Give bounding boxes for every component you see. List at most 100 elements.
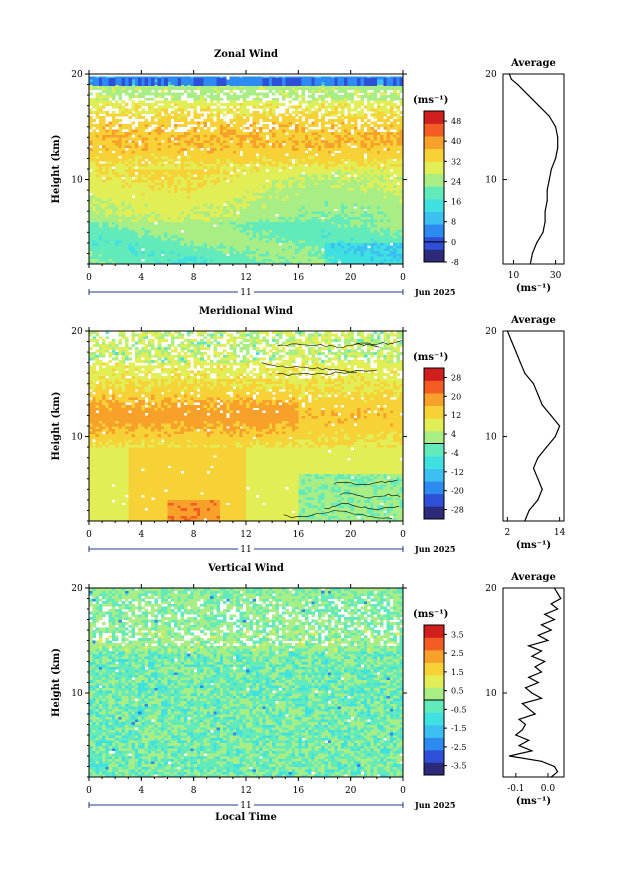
heatmap-cell — [138, 253, 142, 257]
heatmap-cell — [108, 137, 113, 141]
heatmap-cell — [236, 242, 240, 246]
heatmap-cell — [134, 253, 139, 257]
heatmap-cell — [236, 213, 240, 217]
heatmap-cell — [298, 118, 302, 122]
heatmap-cell — [308, 163, 312, 167]
heatmap-cell — [383, 200, 387, 204]
heatmap-cell — [291, 187, 296, 191]
heatmap-cell — [206, 237, 211, 241]
heatmap-cell — [236, 219, 240, 223]
heatmap-cell — [376, 179, 381, 183]
heatmap-cell — [288, 245, 293, 249]
heatmap-cell — [160, 187, 165, 191]
heatmap-cell — [216, 219, 221, 223]
heatmap-cell — [252, 184, 257, 188]
heatmap-cell — [170, 139, 175, 143]
heatmap-cell — [105, 221, 109, 225]
heatmap-cell — [170, 224, 175, 228]
heatmap-cell — [308, 237, 312, 241]
heatmap-cell — [321, 258, 325, 262]
heatmap-cell — [115, 169, 119, 172]
heatmap-cell — [242, 245, 247, 249]
heatmap-cell — [308, 224, 312, 228]
heatmap-cell — [334, 261, 338, 265]
heatmap-cell — [206, 219, 211, 223]
heatmap-cell — [164, 253, 168, 257]
heatmap-cell — [174, 227, 178, 230]
heatmap-cell — [180, 258, 185, 262]
heatmap-cell — [259, 153, 263, 157]
heatmap-cell — [288, 253, 293, 257]
heatmap-cell — [308, 253, 312, 257]
heatmap-cell — [295, 171, 299, 175]
heatmap-cell — [92, 153, 96, 157]
heatmap-cell — [239, 134, 244, 138]
heatmap-cell — [144, 213, 149, 217]
heatmap-cell — [151, 192, 155, 196]
heatmap-cell — [219, 132, 224, 135]
heatmap-cell — [311, 139, 315, 143]
heatmap-cell — [295, 147, 299, 151]
heatmap-cell — [141, 145, 145, 149]
heatmap-cell — [399, 161, 404, 165]
heatmap-cell — [177, 153, 181, 157]
heatmap-cell — [118, 163, 123, 167]
heatmap-cell — [200, 198, 204, 201]
heatmap-cell — [89, 174, 93, 178]
heatmap-cell — [281, 155, 286, 159]
heatmap-cell — [154, 200, 158, 204]
heatmap-cell — [213, 253, 217, 257]
heatmap-cell — [232, 139, 237, 143]
heatmap-cell — [360, 237, 365, 241]
heatmap-cell — [357, 200, 361, 204]
heatmap-cell — [317, 134, 322, 138]
heatmap-cell — [177, 256, 181, 260]
heatmap-cell — [317, 137, 322, 141]
heatmap-cell — [89, 242, 93, 246]
heatmap-cell — [389, 198, 394, 201]
heatmap-cell — [111, 171, 116, 175]
heatmap-cell — [367, 171, 371, 175]
heatmap-cell — [285, 208, 289, 212]
heatmap-cell — [105, 208, 109, 212]
heatmap-cell — [131, 184, 136, 188]
heatmap-cell — [317, 139, 322, 143]
heatmap-cell — [337, 203, 342, 207]
heatmap-cell — [151, 219, 155, 223]
heatmap-cell — [314, 232, 319, 236]
heatmap-cell — [128, 187, 132, 191]
heatmap-cell — [118, 182, 123, 186]
heatmap-cell — [340, 213, 345, 217]
heatmap-cell — [187, 232, 191, 236]
heatmap-cell — [373, 155, 378, 159]
heatmap-cell — [141, 163, 145, 167]
heatmap-cell — [370, 139, 374, 143]
heatmap-cell — [213, 150, 217, 154]
heatmap-cell — [340, 234, 345, 238]
heatmap-cell — [216, 240, 221, 244]
heatmap-cell — [337, 205, 342, 209]
heatmap-cell — [249, 137, 253, 141]
heatmap-cell — [393, 216, 397, 220]
heatmap-cell — [160, 240, 165, 244]
heatmap-cell — [213, 200, 217, 204]
heatmap-cell — [128, 182, 132, 186]
heatmap-cell — [380, 161, 384, 165]
heatmap-cell — [183, 245, 188, 249]
heatmap-cell — [167, 200, 172, 204]
heatmap-cell — [399, 216, 404, 220]
heatmap-cell — [301, 200, 306, 204]
heatmap-cell — [360, 208, 365, 212]
heatmap-cell — [334, 227, 338, 230]
heatmap-cell — [317, 174, 322, 178]
heatmap-cell — [311, 221, 315, 225]
heatmap-cell — [275, 234, 280, 238]
heatmap-cell — [102, 248, 106, 252]
heatmap-cell — [373, 232, 378, 236]
heatmap-cell — [160, 169, 165, 172]
heatmap-cell — [118, 142, 123, 146]
heatmap-cell — [311, 161, 315, 165]
heatmap-cell — [118, 145, 123, 149]
heatmap-cell — [190, 145, 194, 149]
heatmap-cell — [298, 234, 302, 238]
